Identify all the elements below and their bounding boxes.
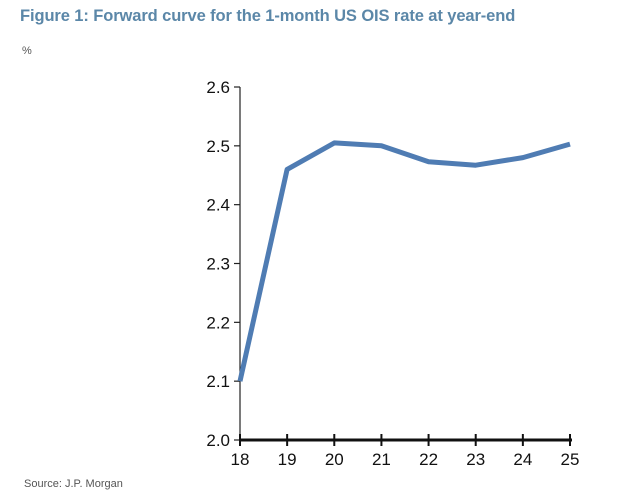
- x-tick-label: 20: [325, 450, 344, 469]
- x-tick-label: 19: [278, 450, 297, 469]
- y-axis-unit-label: %: [22, 45, 32, 57]
- source-note: Source: J.P. Morgan: [24, 478, 123, 490]
- x-tick-label: 24: [513, 450, 532, 469]
- x-tick-label: 25: [561, 450, 580, 469]
- x-tick-label: 21: [372, 450, 391, 469]
- x-tick-label: 23: [466, 450, 485, 469]
- y-tick-label: 2.3: [206, 255, 230, 274]
- y-tick-label: 2.2: [206, 313, 230, 332]
- x-tick-label: 18: [231, 450, 250, 469]
- y-tick-label: 2.5: [206, 137, 230, 156]
- chart-title: Figure 1: Forward curve for the 1-month …: [20, 7, 516, 25]
- series-line: [237, 140, 571, 382]
- y-tick-label: 2.6: [206, 78, 230, 97]
- y-tick-label: 2.4: [206, 196, 230, 215]
- x-tick-label: 22: [419, 450, 438, 469]
- y-tick-label: 2.1: [206, 372, 230, 391]
- y-tick-label: 2.0: [206, 431, 230, 450]
